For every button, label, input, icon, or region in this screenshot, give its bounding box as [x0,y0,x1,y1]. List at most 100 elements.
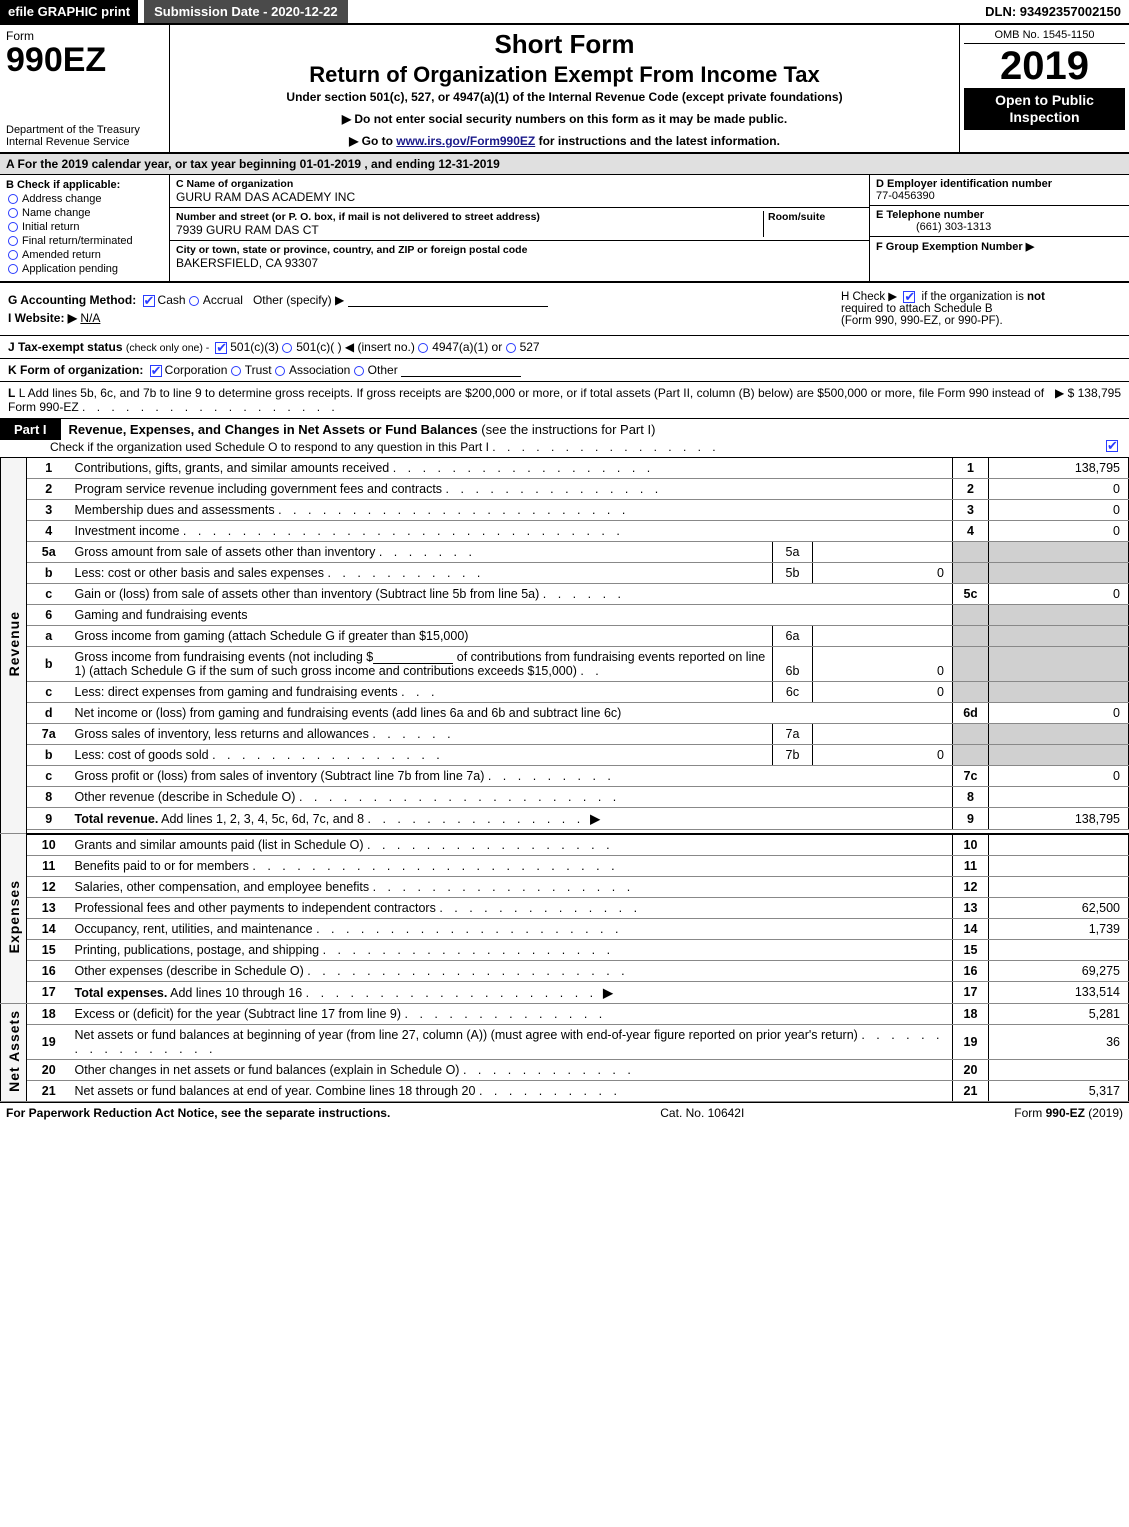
amt-line-5c: 0 [989,584,1129,605]
line-g: G Accounting Method: Cash Accrual Other … [8,293,831,307]
k-trust: Trust [245,363,272,377]
checkbox-4947[interactable] [418,343,428,353]
row-line-6a: a Gross income from gaming (attach Sched… [1,626,1129,647]
k-corp: Corporation [165,363,228,377]
amt-line-10 [989,834,1129,856]
goto-prefix: ▶ Go to [349,134,396,148]
checkbox-corporation[interactable] [150,365,162,377]
row-line-8: 8 Other revenue (describe in Schedule O)… [1,787,1129,808]
row-line-21: 21 Net assets or fund balances at end of… [1,1080,1129,1101]
accounting-method-label: G Accounting Method: [8,293,136,307]
row-line-7b: b Less: cost of goods sold . . . . . . .… [1,745,1129,766]
amt-line-20 [989,1059,1129,1080]
checkbox-association[interactable] [275,366,285,376]
department-label: Department of the Treasury Internal Reve… [6,124,163,148]
row-line-14: 14 Occupancy, rent, utilities, and maint… [1,918,1129,939]
opt-name-change[interactable]: Name change [6,207,163,219]
efile-print-button[interactable]: efile GRAPHIC print [0,0,138,23]
amt-line-2: 0 [989,479,1129,500]
k-assoc: Association [289,363,350,377]
amt-line-15 [989,939,1129,960]
schedule-o-text: Check if the organization used Schedule … [50,440,489,454]
row-line-12: 12 Salaries, other compensation, and emp… [1,876,1129,897]
irs-link[interactable]: www.irs.gov/Form990EZ [396,134,535,148]
part-i-label: Part I [0,419,61,440]
row-line-4: 4 Investment income . . . . . . . . . . … [1,521,1129,542]
group-exemption-label: F Group Exemption Number ▶ [876,241,1034,253]
row-line-6c: c Less: direct expenses from gaming and … [1,682,1129,703]
k-other-input[interactable] [401,363,521,377]
line-l: L L Add lines 5b, 6c, and 7b to line 9 t… [0,382,1129,419]
row-line-10: Expenses 10 Grants and similar amounts p… [1,834,1129,856]
header-right: OMB No. 1545-1150 2019 Open to Public In… [959,25,1129,152]
h-text: if the organization is [922,291,1027,303]
org-name-label: C Name of organization [176,178,293,190]
website-label: I Website: ▶ [8,311,77,325]
checkbox-501c3[interactable] [215,342,227,354]
box-c: C Name of organization GURU RAM DAS ACAD… [170,175,869,281]
row-line-3: 3 Membership dues and assessments . . . … [1,500,1129,521]
j-subtext: (check only one) - [126,342,212,354]
l-arrow: ▶ $ [1055,386,1074,400]
row-line-15: 15 Printing, publications, postage, and … [1,939,1129,960]
row-line-7c: c Gross profit or (loss) from sales of i… [1,766,1129,787]
city-state-zip: BAKERSFIELD, CA 93307 [176,256,318,270]
amt-line-8 [989,787,1129,808]
form-title-short: Short Form [178,29,951,60]
checkbox-schedule-b[interactable] [903,291,915,303]
row-line-17: 17 Total expenses. Add lines 10 through … [1,981,1129,1003]
omb-number: OMB No. 1545-1150 [964,29,1125,44]
ein-value: 77-0456390 [876,190,935,202]
phone-value: (661) 303-1313 [876,221,991,233]
row-line-1: Revenue 1 Contributions, gifts, grants, … [1,458,1129,479]
checkbox-trust[interactable] [231,366,241,376]
checkbox-cash[interactable] [143,295,155,307]
header-left: Form 990EZ Department of the Treasury In… [0,25,170,152]
line-h: H Check ▶ if the organization is not req… [831,289,1121,329]
opt-amended-return[interactable]: Amended return [6,249,163,261]
l-amount: 138,795 [1078,386,1121,400]
row-line-16: 16 Other expenses (describe in Schedule … [1,960,1129,981]
lines-g-h-i: G Accounting Method: Cash Accrual Other … [0,283,1129,336]
opt-address-change[interactable]: Address change [6,193,163,205]
revenue-section-label: Revenue [6,611,22,676]
row-line-6d: d Net income or (loss) from gaming and f… [1,703,1129,724]
part-i-suffix: (see the instructions for Part I) [481,422,655,437]
opt-application-pending[interactable]: Application pending [6,263,163,275]
box-b: B Check if applicable: Address change Na… [0,175,170,281]
j-501c3: 501(c)(3) [230,340,279,354]
k-other: Other [368,363,398,377]
ein-label: D Employer identification number [876,178,1052,190]
row-line-5b: b Less: cost or other basis and sales ex… [1,563,1129,584]
checkbox-527[interactable] [506,343,516,353]
city-label: City or town, state or province, country… [176,244,527,256]
checkbox-accrual[interactable] [189,296,199,306]
opt-initial-return[interactable]: Initial return [6,221,163,233]
row-line-19: 19 Net assets or fund balances at beginn… [1,1024,1129,1059]
other-specify-input[interactable] [348,293,548,307]
line-i: I Website: ▶ N/A [8,311,831,325]
catalog-number: Cat. No. 10642I [660,1106,744,1120]
opt-final-return[interactable]: Final return/terminated [6,235,163,247]
checkbox-other[interactable] [354,366,364,376]
dept-irs: Internal Revenue Service [6,136,130,148]
h-line3: (Form 990, 990-EZ, or 990-PF). [841,315,1003,327]
j-527: 527 [520,340,540,354]
amt-line-6d: 0 [989,703,1129,724]
form-footer-ref: Form 990-EZ (2019) [1014,1106,1123,1120]
tax-period: A For the 2019 calendar year, or tax yea… [0,154,1129,175]
amt-line-4: 0 [989,521,1129,542]
accrual-label: Accrual [203,293,243,307]
row-line-2: 2 Program service revenue including gove… [1,479,1129,500]
submission-date: Submission Date - 2020-12-22 [144,0,348,23]
checkbox-501c[interactable] [282,343,292,353]
street-address: 7939 GURU RAM DAS CT [176,223,319,237]
part-i-header: Part I Revenue, Expenses, and Changes in… [0,419,1129,440]
checkbox-schedule-o[interactable] [1106,440,1118,452]
tax-year: 2019 [964,44,1125,88]
amt-line-9: 138,795 [989,808,1129,830]
amt-line-12 [989,876,1129,897]
goto-suffix: for instructions and the latest informat… [539,134,780,148]
amt-line-1: 138,795 [989,458,1129,479]
box-b-label: B Check if applicable: [6,179,120,191]
